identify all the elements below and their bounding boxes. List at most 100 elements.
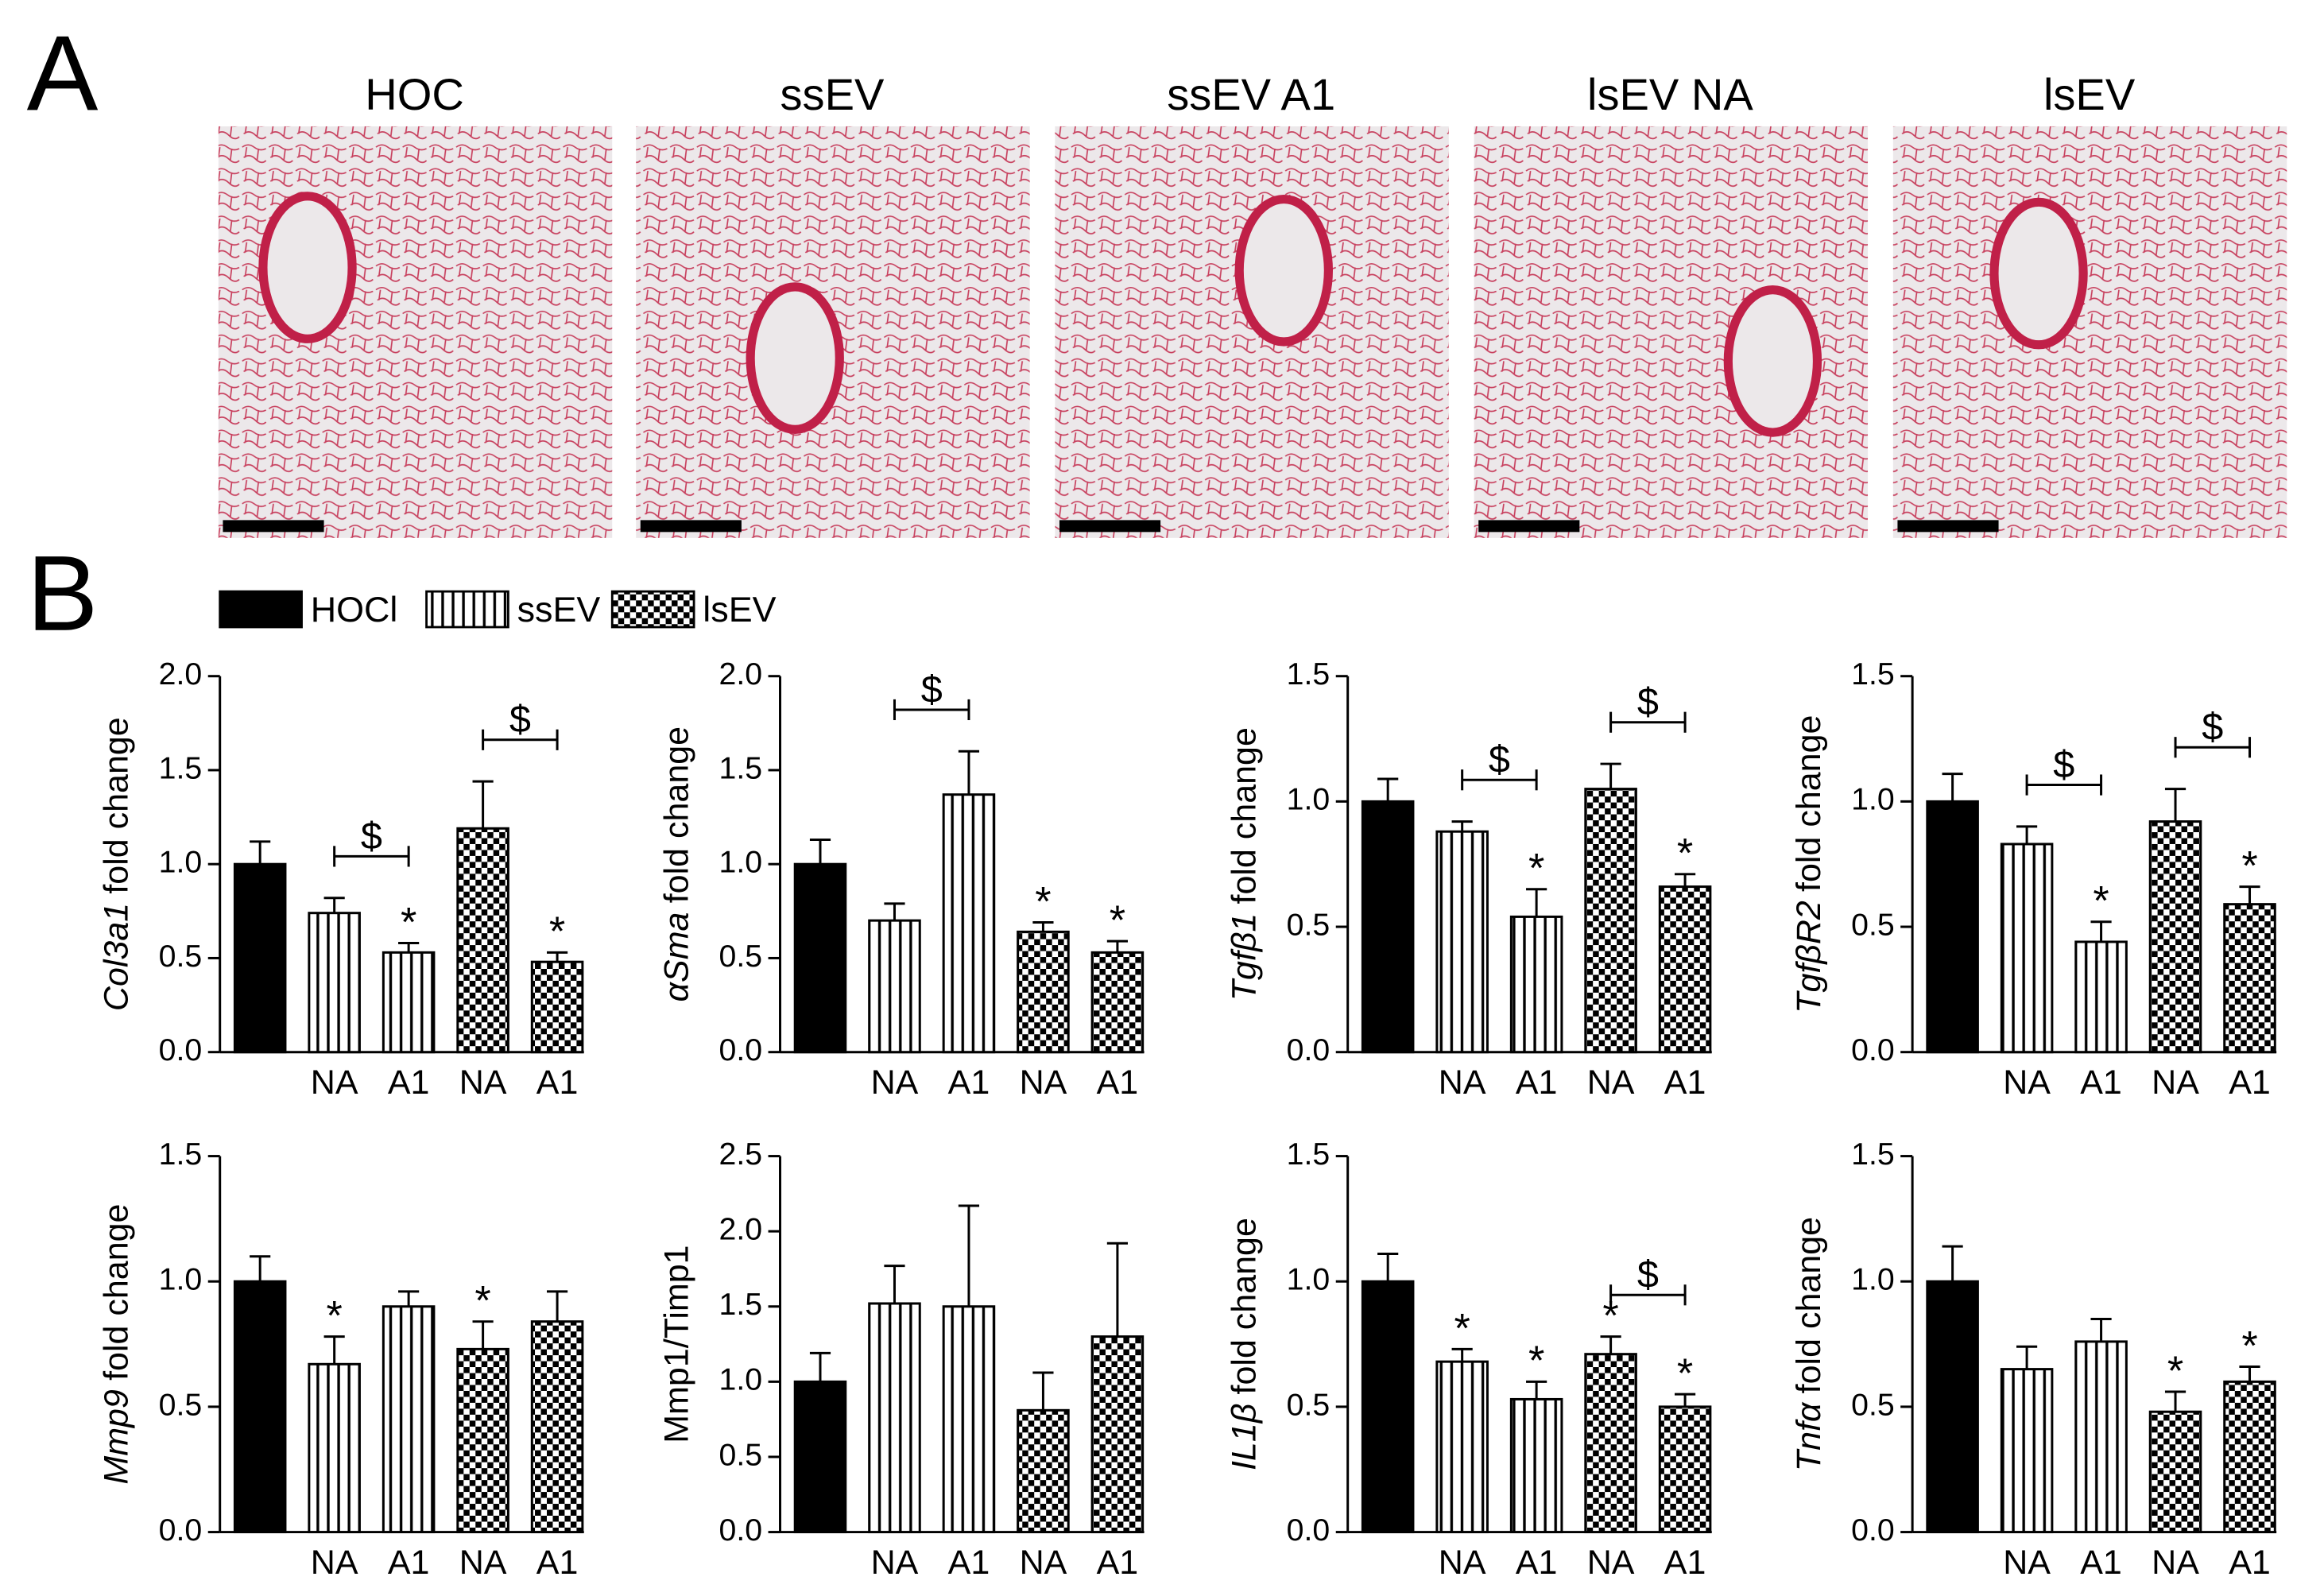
x-tick-label: A1 [2080, 1544, 2122, 1582]
significance-star: * [1602, 1293, 1618, 1339]
y-tick-label: 2.5 [719, 1137, 763, 1172]
x-tick-label: A1 [1097, 1544, 1139, 1582]
y-tick-label: 1.0 [159, 1262, 203, 1297]
bar [1017, 1408, 1070, 1534]
x-tick-label: NA [2003, 1063, 2051, 1102]
y-label-gene: Mmp9 [98, 1389, 136, 1485]
x-tick-label: NA [1439, 1063, 1486, 1102]
histology-image [218, 126, 613, 538]
bar [2000, 843, 2054, 1054]
legend-swatch [610, 590, 695, 629]
y-tick-label: 1.5 [1287, 657, 1330, 691]
y-label-gene: Col3a1 [98, 903, 136, 1011]
bar [793, 1380, 847, 1534]
bar [2223, 1380, 2276, 1534]
x-tick-label: NA [2003, 1544, 2051, 1582]
significance-star: * [549, 909, 565, 955]
bracket-label: $ [361, 815, 382, 858]
y-tick-label: 0.0 [159, 1513, 203, 1548]
bar [1658, 885, 1712, 1054]
x-tick-label: A1 [536, 1544, 579, 1582]
bar [456, 827, 509, 1054]
y-label-gene: TgfβR2 [1790, 901, 1828, 1013]
y-axis-label: IL1β fold change [1226, 1218, 1264, 1470]
y-axis-label: Mmp9 fold change [98, 1204, 136, 1485]
scale-bar [223, 520, 324, 533]
x-tick-label: NA [2152, 1063, 2199, 1102]
scale-bar [1478, 520, 1580, 533]
x-tick-label: A1 [1516, 1063, 1558, 1102]
y-tick-label: 1.0 [1851, 782, 1895, 817]
y-tick-label: 0.5 [1851, 907, 1895, 942]
legend-label: HOCl [311, 589, 398, 629]
airway [258, 192, 357, 343]
y-tick-label: 1.5 [1287, 1137, 1330, 1172]
bracket-label: $ [2053, 743, 2074, 786]
image-title: ssEV [780, 69, 885, 119]
bar [1658, 1405, 1712, 1534]
y-tick-label: 0.5 [159, 1387, 203, 1422]
airway [1989, 197, 2088, 350]
bar [2223, 903, 2276, 1054]
y-tick-label: 1.5 [159, 1137, 203, 1172]
bracket-label: $ [509, 698, 531, 741]
y-tick-label: 2.0 [719, 657, 763, 691]
y-label-text: fold change [1226, 727, 1264, 904]
y-label-text: fold change [98, 717, 136, 893]
x-tick-label: NA [871, 1544, 919, 1582]
y-tick-label: 0.0 [719, 1032, 763, 1067]
x-tick-label: NA [311, 1544, 358, 1582]
airway [746, 282, 844, 434]
y-tick-label: 0.0 [719, 1513, 763, 1548]
y-label-gene: Tgfβ1 [1226, 913, 1264, 1001]
y-tick-label: 1.5 [1851, 657, 1895, 691]
x-tick-label: NA [871, 1063, 919, 1102]
y-axis-label: TgfβR2 fold change [1790, 715, 1828, 1013]
image-title: lsEV NA [1587, 69, 1753, 119]
significance-star: * [326, 1293, 342, 1339]
bracket-label: $ [921, 668, 943, 711]
bar [382, 951, 436, 1054]
bar [233, 1280, 287, 1534]
x-tick-label: A1 [1664, 1063, 1706, 1102]
y-tick-label: 0.5 [159, 939, 203, 974]
significance-star: * [1454, 1306, 1470, 1352]
y-label-text: fold change [1790, 715, 1828, 892]
significance-star: * [401, 900, 416, 946]
x-tick-label: NA [459, 1063, 507, 1102]
bar [2074, 940, 2128, 1054]
bar [1584, 1353, 1637, 1534]
x-tick-label: A1 [2229, 1544, 2271, 1582]
y-tick-label: 1.0 [1851, 1262, 1895, 1297]
y-tick-label: 0.0 [159, 1032, 203, 1067]
x-tick-label: A1 [948, 1544, 990, 1582]
significance-star: * [2241, 843, 2257, 889]
x-tick-label: A1 [388, 1063, 430, 1102]
y-tick-label: 0.5 [1287, 1387, 1330, 1422]
bar [1509, 1397, 1563, 1534]
y-tick-label: 1.0 [719, 1362, 763, 1397]
bar [942, 793, 996, 1054]
airway [1723, 285, 1822, 437]
legend-swatch [425, 590, 509, 629]
histology-image [1892, 126, 2287, 538]
significance-star: * [474, 1278, 490, 1324]
x-tick-label: A1 [1664, 1544, 1706, 1582]
significance-star: * [2167, 1348, 2183, 1394]
y-tick-label: 1.5 [719, 1287, 763, 1322]
bar [1509, 915, 1563, 1054]
legend-label: lsEV [703, 589, 776, 629]
x-tick-label: A1 [2229, 1063, 2271, 1102]
y-axis-label: Tnfα fold change [1790, 1217, 1828, 1471]
x-tick-label: A1 [1097, 1063, 1139, 1102]
y-tick-label: 1.0 [1287, 782, 1330, 817]
panel-label: A [27, 13, 99, 133]
y-tick-label: 1.5 [1851, 1137, 1895, 1172]
bar [530, 1320, 584, 1534]
bar [1435, 1360, 1489, 1534]
y-tick-label: 0.0 [1287, 1032, 1330, 1067]
y-axis-label: Col3a1 fold change [98, 717, 136, 1011]
scale-bar [1897, 520, 1999, 533]
